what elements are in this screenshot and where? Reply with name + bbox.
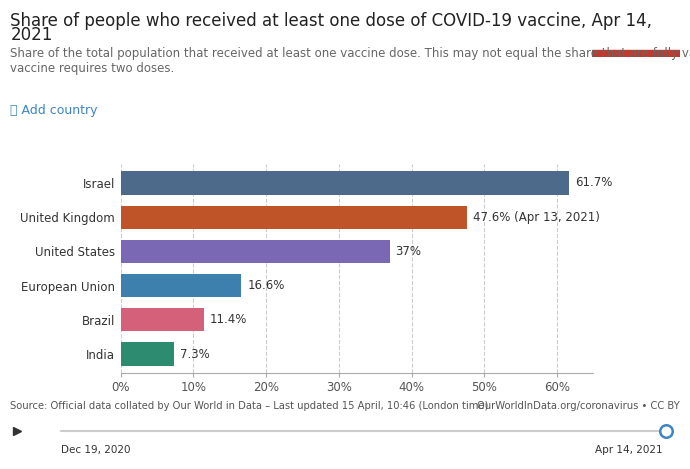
Text: Apr 14, 2021: Apr 14, 2021 (595, 445, 663, 455)
Bar (121, 205, 467, 229)
Text: 61.7%: 61.7% (575, 176, 613, 189)
Text: OurWorldInData.org/coronavirus • CC BY: OurWorldInData.org/coronavirus • CC BY (477, 401, 680, 411)
Text: Dec 19, 2020: Dec 19, 2020 (61, 445, 130, 455)
Bar (121, 171, 569, 195)
Text: ➕ Add country: ➕ Add country (10, 104, 98, 117)
Bar (592, 50, 680, 57)
Bar (121, 274, 241, 297)
Text: 7.3%: 7.3% (179, 348, 209, 361)
Text: Source: Official data collated by Our World in Data – Last updated 15 April, 10:: Source: Official data collated by Our Wo… (10, 401, 489, 411)
Text: 11.4%: 11.4% (210, 313, 247, 326)
Bar (121, 308, 204, 332)
Text: in Data: in Data (616, 32, 656, 42)
Text: Share of the total population that received at least one vaccine dose. This may : Share of the total population that recei… (10, 47, 690, 75)
Text: 2021: 2021 (10, 26, 52, 44)
Bar (121, 342, 174, 366)
Text: 16.6%: 16.6% (247, 279, 285, 292)
Text: 47.6% (Apr 13, 2021): 47.6% (Apr 13, 2021) (473, 211, 600, 224)
Text: Our World: Our World (609, 15, 664, 25)
Text: Share of people who received at least one dose of COVID-19 vaccine, Apr 14,: Share of people who received at least on… (10, 12, 652, 30)
Bar (121, 240, 390, 263)
Text: 37%: 37% (395, 245, 422, 258)
